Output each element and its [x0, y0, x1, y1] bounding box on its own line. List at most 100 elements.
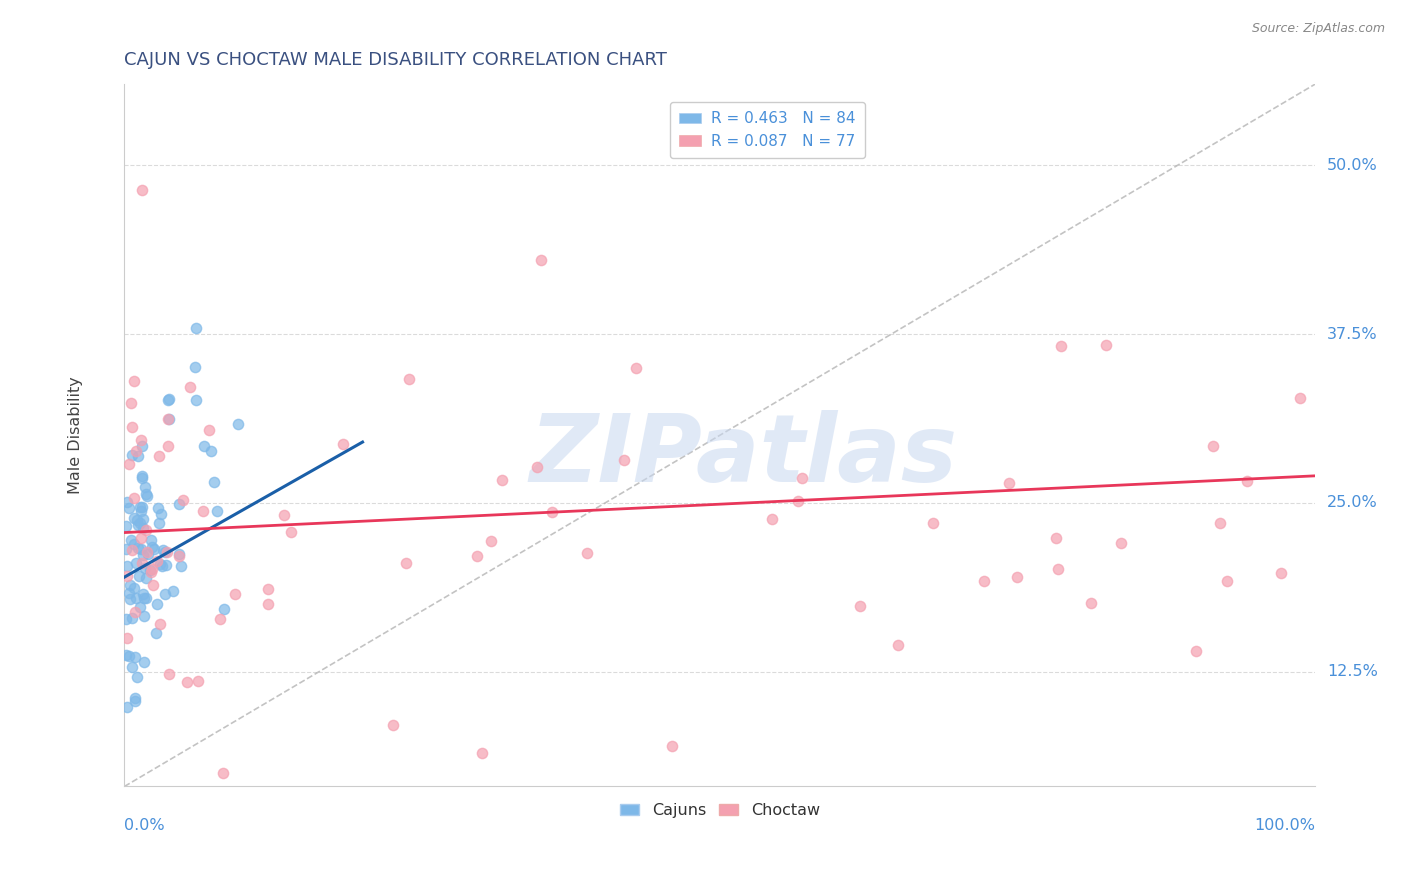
Point — [167, 547, 190, 561]
Point — [117, 500, 139, 515]
Point — [115, 559, 138, 574]
Point — [132, 587, 155, 601]
Point — [129, 531, 152, 545]
Point — [125, 444, 148, 458]
Point — [997, 475, 1019, 490]
Point — [156, 545, 179, 559]
Point — [191, 504, 214, 518]
Point — [209, 612, 232, 626]
Point — [153, 545, 176, 559]
Point — [134, 561, 156, 575]
Point — [613, 453, 636, 467]
Point — [157, 439, 180, 453]
Point — [153, 587, 176, 601]
Point — [132, 521, 155, 535]
Point — [212, 602, 235, 616]
Point — [150, 559, 173, 574]
Point — [122, 491, 145, 505]
Point — [121, 419, 143, 434]
Point — [465, 549, 488, 563]
Text: 12.5%: 12.5% — [1327, 665, 1378, 679]
Point — [121, 449, 143, 463]
Point — [120, 592, 142, 607]
Point — [127, 518, 149, 533]
Point — [152, 542, 174, 557]
Point — [149, 617, 172, 632]
Point — [139, 533, 162, 548]
Point — [146, 597, 169, 611]
Text: 50.0%: 50.0% — [1327, 158, 1378, 173]
Point — [159, 412, 181, 426]
Point — [125, 556, 148, 570]
Point — [124, 581, 146, 595]
Point — [149, 557, 172, 571]
Point — [141, 565, 163, 579]
Point — [1007, 570, 1029, 584]
Point — [159, 667, 181, 681]
Point — [114, 518, 136, 533]
Point — [526, 460, 548, 475]
Point — [179, 380, 201, 394]
Point — [156, 393, 179, 408]
Point — [134, 480, 156, 494]
Point — [471, 746, 494, 760]
Point — [256, 582, 278, 596]
Point — [200, 444, 222, 458]
Point — [541, 505, 564, 519]
Point — [382, 717, 405, 731]
Text: ZIPatlas: ZIPatlas — [530, 410, 957, 502]
Point — [127, 513, 149, 527]
Point — [134, 608, 156, 623]
Point — [257, 597, 280, 611]
Point — [115, 648, 138, 663]
Point — [162, 583, 184, 598]
Point — [129, 600, 152, 615]
Point — [145, 625, 167, 640]
Point — [141, 540, 163, 554]
Point — [132, 511, 155, 525]
Point — [1080, 596, 1102, 610]
Point — [150, 508, 173, 522]
Point — [131, 500, 153, 514]
Point — [1049, 339, 1071, 353]
Point — [187, 673, 209, 688]
Point — [786, 494, 808, 508]
Point — [129, 504, 152, 518]
Point — [121, 660, 143, 674]
Point — [887, 638, 910, 652]
Point — [124, 605, 146, 619]
Text: 25.0%: 25.0% — [1327, 495, 1378, 510]
Point — [136, 490, 159, 504]
Point — [576, 546, 599, 560]
Text: CAJUN VS CHOCTAW MALE DISABILITY CORRELATION CHART: CAJUN VS CHOCTAW MALE DISABILITY CORRELA… — [124, 51, 668, 69]
Point — [135, 487, 157, 501]
Point — [205, 504, 228, 518]
Point — [169, 559, 191, 574]
Point — [124, 650, 146, 665]
Point — [146, 553, 169, 567]
Point — [202, 475, 225, 489]
Point — [849, 599, 872, 614]
Point — [136, 548, 159, 562]
Point — [792, 471, 814, 485]
Point — [131, 556, 153, 570]
Point — [626, 360, 648, 375]
Point — [273, 508, 295, 522]
Point — [1209, 516, 1232, 530]
Point — [148, 449, 170, 463]
Point — [1289, 391, 1312, 405]
Point — [117, 495, 139, 509]
Point — [118, 457, 141, 471]
Point — [142, 578, 165, 592]
Point — [169, 549, 191, 563]
Point — [127, 449, 149, 463]
Point — [479, 534, 502, 549]
Point — [761, 511, 783, 525]
Point — [131, 548, 153, 562]
Point — [115, 699, 138, 714]
Text: Source: ZipAtlas.com: Source: ZipAtlas.com — [1251, 22, 1385, 36]
Point — [1046, 562, 1069, 576]
Text: 100.0%: 100.0% — [1254, 818, 1315, 833]
Point — [124, 691, 146, 706]
Point — [118, 586, 141, 600]
